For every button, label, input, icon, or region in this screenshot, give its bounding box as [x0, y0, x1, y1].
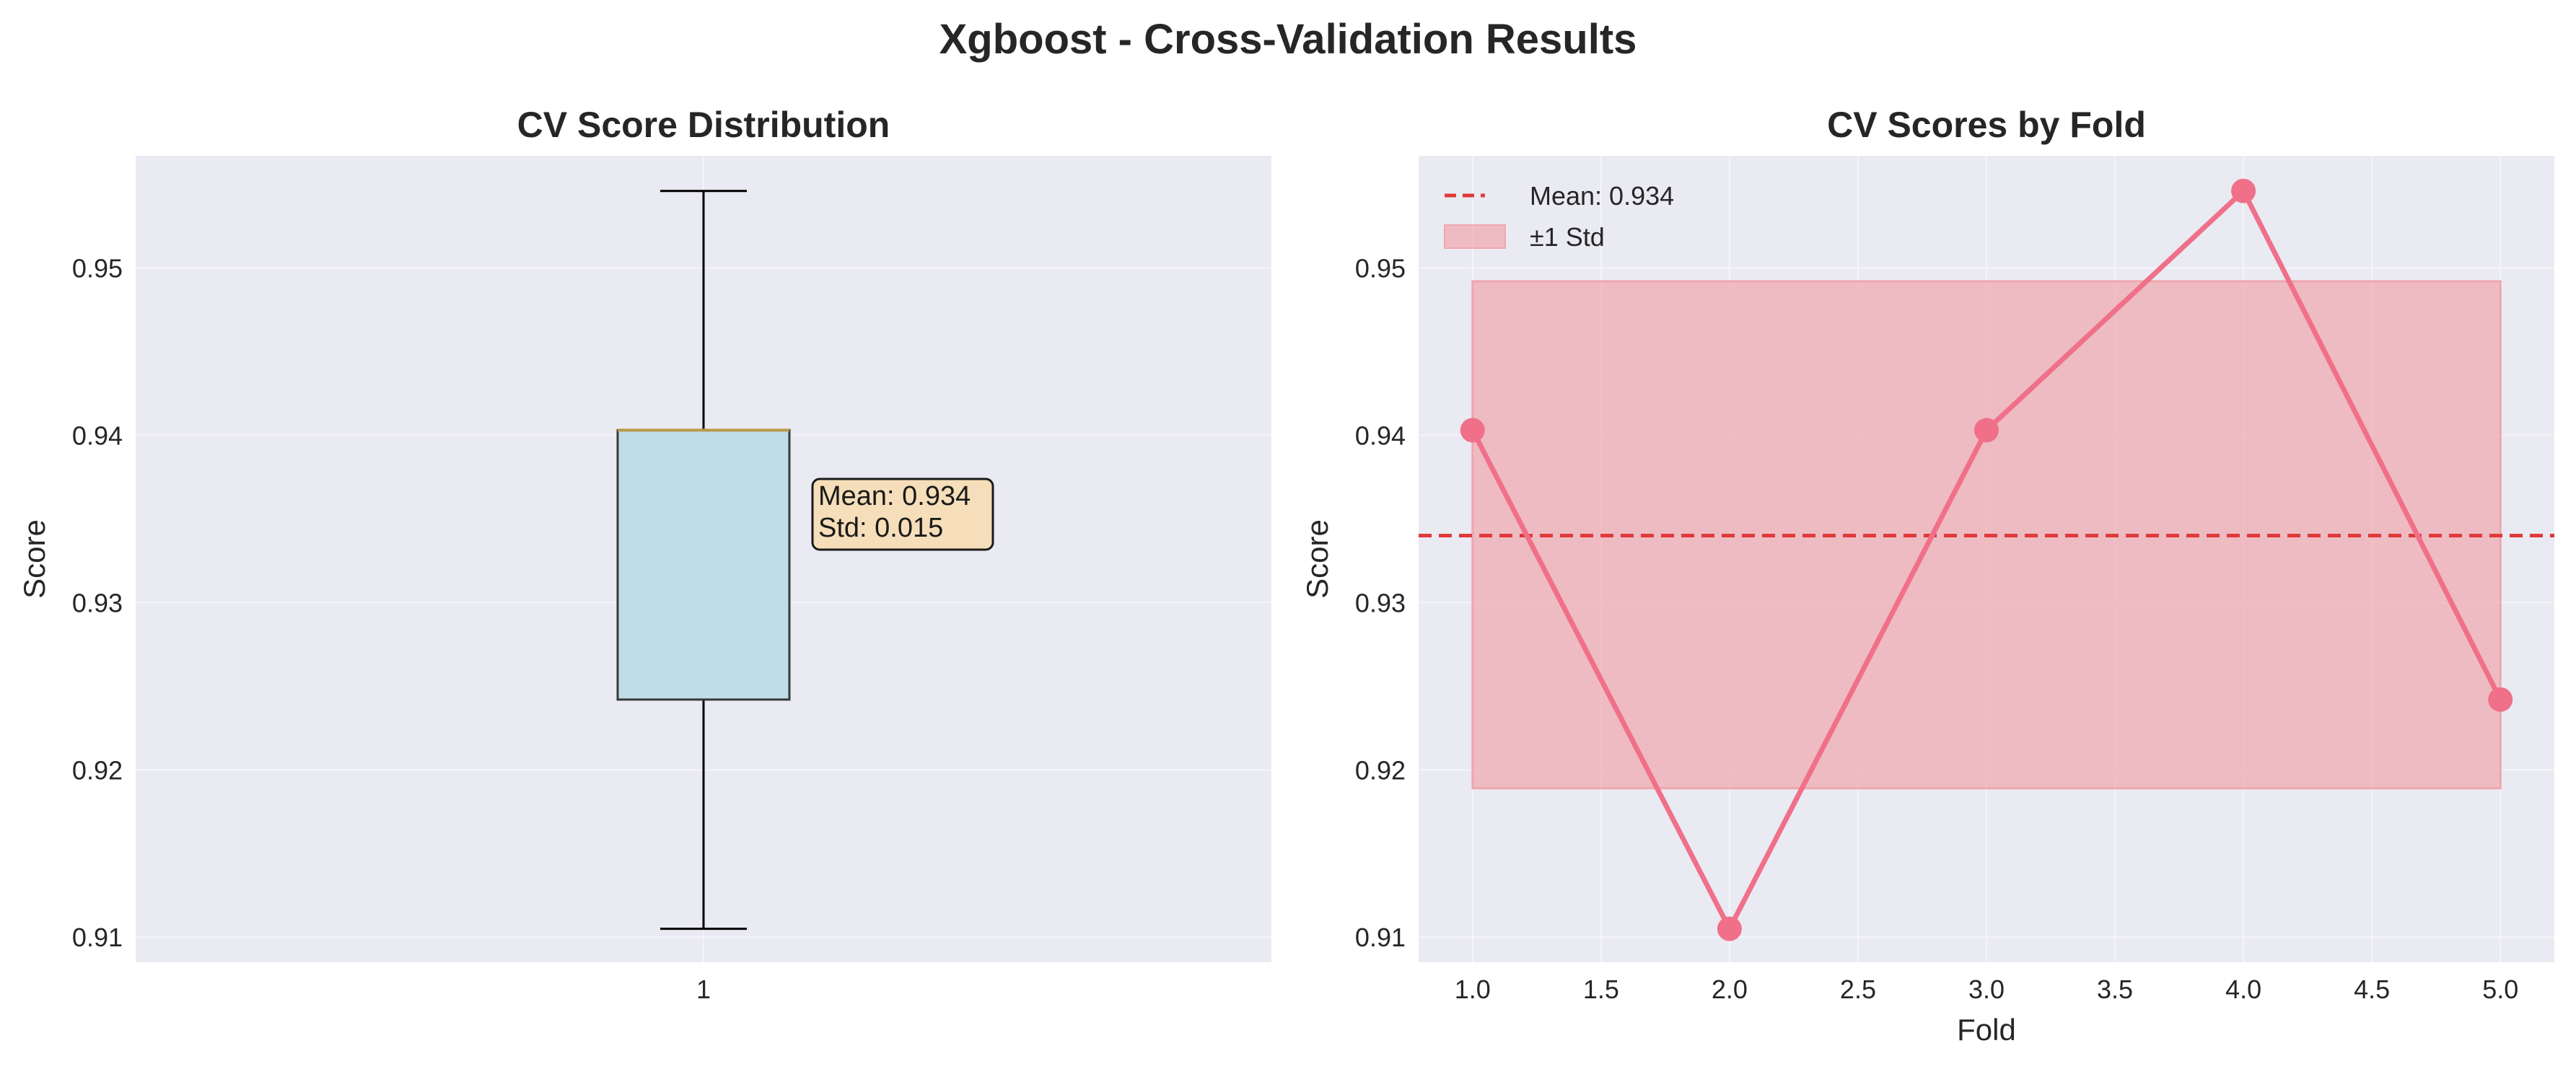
box-plot-y-tick-label: 0.92	[72, 755, 123, 785]
box-plot-stats-annotation: Mean: 0.934 Std: 0.015	[811, 478, 994, 551]
line-chart-x-tick-label: 2.0	[1712, 975, 1748, 1004]
box-plot-title: CV Score Distribution	[517, 105, 890, 145]
cv-score-point-fold-3	[1974, 418, 1999, 443]
line-chart-y-tick-label: 0.95	[1355, 253, 1406, 283]
box-plot-y-ticks: 0.91 0.92 0.93 0.94 0.95	[72, 253, 123, 952]
line-chart-x-tick-label: 3.5	[2097, 975, 2133, 1004]
legend-std-label: ±1 Std	[1530, 222, 1605, 252]
cv-score-point-fold-4	[2231, 178, 2256, 203]
line-chart-x-ticks: 1.0 1.5 2.0 2.5 3.0 3.5 4.0 4.5 5.0	[1455, 975, 2518, 1004]
line-chart-x-tick-label: 5.0	[2482, 975, 2518, 1004]
line-chart-x-tick-label: 3.0	[1968, 975, 2005, 1004]
cv-score-point-fold-5	[2488, 687, 2513, 712]
box-plot-y-tick-label: 0.93	[72, 588, 123, 617]
stats-annotation-std: Std: 0.015	[818, 513, 943, 543]
line-chart-x-tick-label: 2.5	[1840, 975, 1876, 1004]
legend-std-band-swatch	[1444, 224, 1506, 249]
box-plot-marks	[616, 190, 791, 931]
cv-score-point-fold-2	[1717, 916, 1742, 941]
interquartile-box	[616, 428, 791, 701]
figure-suptitle: Xgboost - Cross-Validation Results	[939, 16, 1637, 63]
line-chart-y-tick-label: 0.94	[1355, 421, 1406, 450]
line-chart-panel: CV Scores by Fold Score Fold 0.910.920.9…	[1300, 105, 2554, 1047]
line-chart-x-tick-label: 4.0	[2225, 975, 2261, 1004]
box-plot-x-tick-label: 1	[696, 975, 711, 1004]
box-plot-x-ticks: 1	[696, 975, 711, 1004]
box-plot-y-tick-label: 0.91	[72, 923, 123, 952]
line-chart-y-tick-label: 0.93	[1355, 588, 1406, 617]
line-chart-x-tick-label: 1.5	[1583, 975, 1619, 1004]
line-chart-x-tick-label: 4.5	[2354, 975, 2390, 1004]
line-chart-marks	[1419, 178, 2554, 941]
line-chart-y-ticks: 0.91 0.92 0.93 0.94 0.95	[1355, 253, 1406, 952]
line-chart-y-axis-label: Score	[1300, 519, 1334, 599]
stats-annotation-box	[811, 478, 994, 551]
box-plot-panel: CV Score Distribution Score 0.91 0.92 0.93…	[17, 105, 1271, 1004]
line-chart-legend: Mean: 0.934 ±1 Std	[1444, 181, 1674, 252]
box-plot-y-tick-label: 0.95	[72, 253, 123, 283]
cv-score-point-fold-1	[1460, 418, 1485, 443]
box-plot-y-tick-label: 0.94	[72, 421, 123, 450]
box-plot-y-axis-label: Score	[17, 519, 51, 599]
legend-mean-label: Mean: 0.934	[1530, 181, 1674, 211]
line-chart-x-axis-label: Fold	[1957, 1013, 2016, 1047]
line-chart-y-tick-label: 0.92	[1355, 755, 1406, 785]
line-chart-title: CV Scores by Fold	[1827, 105, 2146, 145]
line-chart-x-tick-label: 1.0	[1455, 975, 1491, 1004]
line-chart-y-tick-label: 0.91	[1355, 923, 1406, 952]
stats-annotation-mean: Mean: 0.934	[818, 481, 971, 511]
